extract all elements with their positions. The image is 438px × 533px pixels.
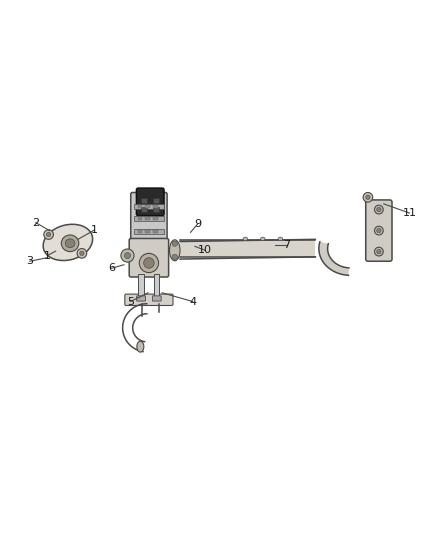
Circle shape: [139, 253, 159, 273]
Ellipse shape: [65, 239, 75, 248]
Bar: [153, 198, 159, 204]
Ellipse shape: [261, 237, 265, 241]
Circle shape: [46, 232, 51, 237]
Circle shape: [377, 229, 381, 233]
Text: 2: 2: [32, 217, 39, 228]
Bar: [138, 230, 142, 233]
Bar: [145, 216, 150, 220]
Text: 5: 5: [127, 296, 134, 306]
Circle shape: [121, 249, 134, 262]
Circle shape: [374, 226, 383, 235]
Text: 10: 10: [198, 245, 212, 255]
Bar: [180, 239, 315, 257]
Bar: [154, 274, 159, 298]
Ellipse shape: [61, 235, 79, 252]
Circle shape: [124, 253, 131, 259]
FancyBboxPatch shape: [129, 238, 169, 277]
Text: 1: 1: [91, 225, 98, 235]
Text: 6: 6: [108, 263, 115, 273]
Circle shape: [77, 248, 87, 258]
FancyBboxPatch shape: [152, 296, 161, 301]
Bar: [153, 207, 159, 212]
Text: 1: 1: [44, 251, 51, 261]
FancyBboxPatch shape: [366, 200, 392, 261]
Text: 11: 11: [403, 208, 417, 218]
Circle shape: [44, 230, 53, 239]
Circle shape: [172, 254, 177, 260]
Bar: [145, 205, 150, 208]
Ellipse shape: [243, 237, 247, 241]
Text: 7: 7: [283, 240, 290, 251]
FancyBboxPatch shape: [137, 296, 145, 301]
Bar: [134, 216, 164, 221]
Bar: [141, 198, 147, 204]
Text: 9: 9: [194, 219, 201, 229]
Circle shape: [80, 251, 84, 255]
Bar: [153, 230, 158, 233]
Circle shape: [377, 249, 381, 254]
Circle shape: [144, 258, 154, 268]
Ellipse shape: [170, 240, 180, 261]
Ellipse shape: [278, 237, 283, 241]
Circle shape: [363, 192, 373, 202]
FancyBboxPatch shape: [137, 188, 164, 216]
Circle shape: [377, 207, 381, 212]
Ellipse shape: [137, 341, 144, 352]
Ellipse shape: [43, 224, 92, 261]
Circle shape: [366, 195, 370, 199]
Bar: [138, 216, 142, 220]
FancyBboxPatch shape: [125, 294, 173, 305]
Bar: [153, 216, 158, 220]
Bar: [153, 205, 158, 208]
Circle shape: [374, 205, 383, 214]
Bar: [138, 205, 142, 208]
Bar: [134, 204, 164, 209]
FancyBboxPatch shape: [131, 192, 167, 244]
Text: 3: 3: [26, 256, 33, 266]
Polygon shape: [319, 242, 349, 276]
Text: 4: 4: [189, 296, 196, 306]
Bar: [134, 229, 164, 234]
Bar: [138, 274, 144, 298]
Circle shape: [374, 247, 383, 256]
Circle shape: [172, 241, 177, 246]
Bar: [145, 230, 150, 233]
Bar: [141, 207, 147, 212]
